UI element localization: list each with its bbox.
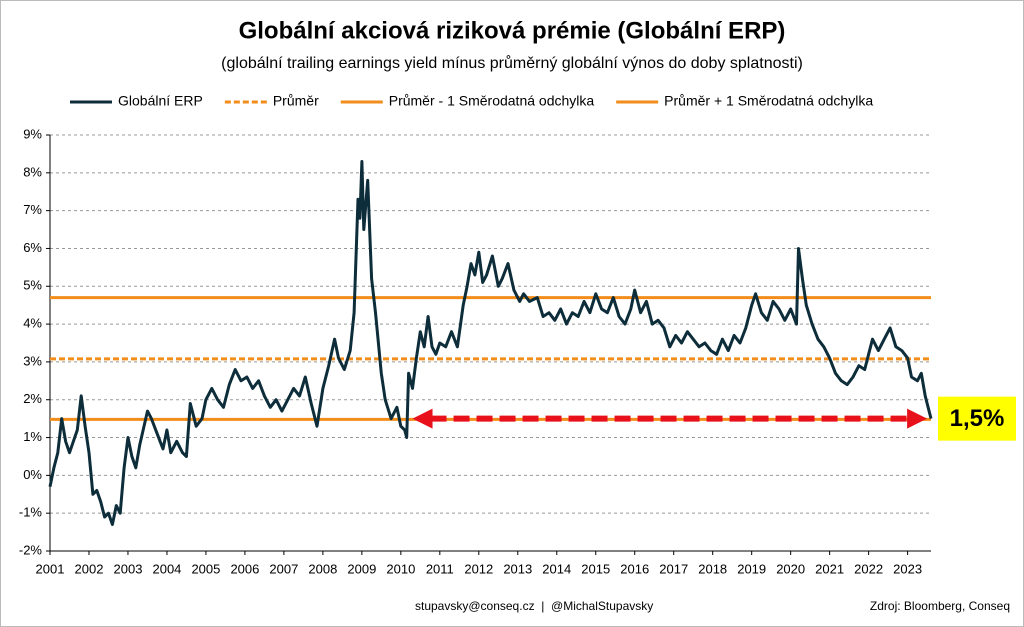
x-tick-label: 2001	[36, 561, 65, 576]
footer-source: Zdroj: Bloomberg, Conseq	[870, 599, 1010, 613]
y-tick-label: 4%	[23, 316, 42, 331]
x-tick-label: 2010	[386, 561, 415, 576]
x-tick-label: 2012	[464, 561, 493, 576]
y-tick-label: 1%	[23, 429, 42, 444]
x-tick-label: 2007	[269, 561, 298, 576]
x-tick-label: 2008	[308, 561, 337, 576]
x-tick-label: 2014	[542, 561, 571, 576]
x-tick-label: 2004	[152, 561, 181, 576]
legend-label: Průměr + 1 Směrodatná odchylka	[664, 93, 873, 109]
chart-title: Globální akciová riziková prémie (Globál…	[239, 17, 786, 44]
x-tick-label: 2011	[426, 561, 454, 576]
arrow-head	[412, 408, 433, 429]
x-tick-label: 2016	[620, 561, 649, 576]
y-tick-label: -2%	[19, 542, 43, 557]
chart-subtitle: (globální trailing earnings yield mínus …	[221, 54, 803, 72]
x-tick-label: 2013	[503, 561, 532, 576]
legend-label: Globální ERP	[118, 93, 203, 109]
y-tick-label: 2%	[23, 391, 42, 406]
x-tick-label: 2020	[776, 561, 805, 576]
x-tick-label: 2015	[581, 561, 610, 576]
annotation-label: 1,5%	[950, 405, 1005, 432]
y-tick-label: 0%	[23, 467, 42, 482]
annotation-box	[938, 396, 1016, 441]
x-tick-label: 2023	[893, 561, 922, 576]
y-tick-label: 3%	[23, 353, 42, 368]
x-tick-label: 2019	[737, 561, 766, 576]
x-tick-label: 2009	[347, 561, 376, 576]
arrow-head	[907, 408, 928, 429]
y-tick-label: 5%	[23, 278, 42, 293]
legend-label: Průměr	[273, 93, 319, 109]
x-tick-label: 2018	[698, 561, 727, 576]
y-tick-label: 9%	[23, 126, 42, 141]
legend-label: Průměr - 1 Směrodatná odchylka	[389, 93, 595, 109]
y-tick-label: 8%	[23, 164, 42, 179]
x-tick-label: 2005	[191, 561, 220, 576]
series-line	[48, 160, 933, 526]
x-tick-label: 2017	[659, 561, 688, 576]
x-tick-label: 2006	[230, 561, 259, 576]
x-tick-label: 2022	[854, 561, 883, 576]
y-tick-label: -1%	[19, 505, 43, 520]
y-tick-label: 6%	[23, 240, 42, 255]
x-tick-label: 2021	[815, 561, 844, 576]
x-tick-label: 2002	[75, 561, 104, 576]
y-tick-label: 7%	[23, 202, 42, 217]
footer-contact: stupavsky@conseq.cz | @MichalStupavsky	[415, 599, 653, 613]
x-tick-label: 2003	[114, 561, 143, 576]
